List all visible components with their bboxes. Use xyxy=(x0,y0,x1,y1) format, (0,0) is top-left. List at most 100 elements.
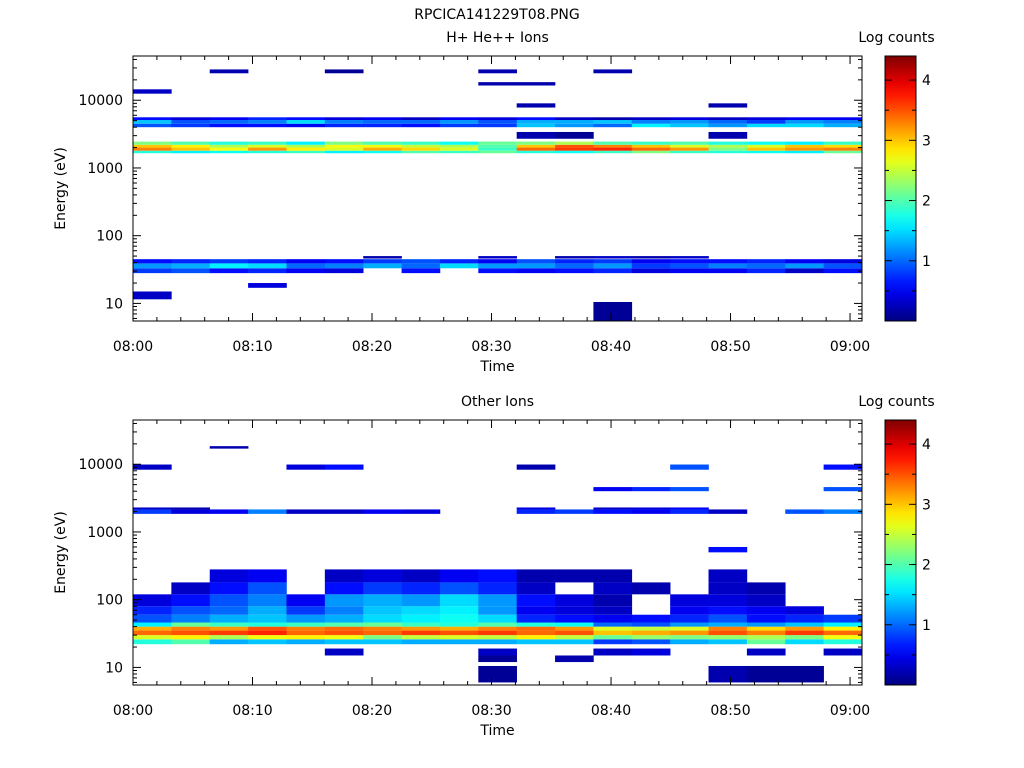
heat-cell xyxy=(746,648,786,656)
heat-cell xyxy=(133,639,172,645)
heat-cell xyxy=(286,117,326,121)
heat-cell xyxy=(439,263,479,269)
heat-cell xyxy=(171,626,211,631)
heat-cell xyxy=(746,120,786,124)
heat-cell xyxy=(670,120,709,124)
x-tick-label: 08:20 xyxy=(352,703,392,719)
heat-cell xyxy=(171,630,211,636)
heat-cell xyxy=(439,144,479,148)
heat-cell xyxy=(324,614,364,623)
heat-cell xyxy=(133,594,172,607)
heat-cell xyxy=(439,123,479,128)
heat-cell xyxy=(823,147,863,151)
x-tick-label: 09:00 xyxy=(830,703,870,719)
heat-cell xyxy=(708,622,748,627)
y-axis: 10 100 1000 10000 Energy (eV) xyxy=(53,422,862,683)
heat-cell xyxy=(631,622,671,627)
heat-cell xyxy=(823,487,863,492)
heat-cell xyxy=(171,150,211,154)
heat-cell xyxy=(133,144,172,148)
heat-cell xyxy=(631,582,671,595)
heat-cell xyxy=(133,622,172,627)
heat-cell xyxy=(631,648,671,656)
heat-cell xyxy=(555,594,594,607)
heat-cell xyxy=(823,509,863,514)
heat-cell xyxy=(133,635,172,640)
heat-cell xyxy=(439,582,479,595)
heat-cell xyxy=(248,630,287,636)
heat-cell xyxy=(516,144,556,148)
heat-cell xyxy=(363,606,402,615)
heat-cell xyxy=(516,507,556,510)
heat-cell xyxy=(478,630,517,636)
heat-cell xyxy=(439,626,479,631)
heat-cell xyxy=(593,507,633,510)
heat-cell xyxy=(324,123,364,128)
heat-cell xyxy=(248,123,287,128)
heat-cell xyxy=(516,626,556,631)
heat-cell xyxy=(478,117,517,121)
heat-cell xyxy=(670,630,709,636)
heat-cell xyxy=(670,614,709,623)
heat-cell xyxy=(823,630,863,636)
heat-cell xyxy=(785,622,824,627)
heat-cell xyxy=(171,614,211,623)
heat-cell xyxy=(746,639,786,645)
heat-cell xyxy=(823,268,863,274)
heat-cell xyxy=(286,606,326,615)
heat-cell xyxy=(593,268,633,274)
heat-cell xyxy=(631,141,671,145)
heat-cell xyxy=(286,626,326,631)
heat-cell xyxy=(133,89,172,94)
heat-cell xyxy=(401,594,441,607)
heat-cell xyxy=(516,569,556,583)
heat-cell xyxy=(363,147,402,151)
heat-cell xyxy=(478,635,517,640)
heat-cell xyxy=(133,150,172,154)
heat-cell xyxy=(439,150,479,154)
heat-cell xyxy=(670,635,709,640)
heat-cell xyxy=(363,622,402,627)
heat-cell xyxy=(363,582,402,595)
heat-cell xyxy=(516,117,556,121)
heat-cell xyxy=(133,263,172,269)
heat-cell xyxy=(324,263,364,269)
heat-cell xyxy=(401,120,441,124)
heat-cell xyxy=(670,259,709,264)
heat-cell xyxy=(439,594,479,607)
heat-cell xyxy=(785,509,824,514)
x-tick-label: 08:10 xyxy=(232,339,272,355)
heat-cell xyxy=(555,141,594,145)
heat-cell xyxy=(555,123,594,128)
heat-cell xyxy=(286,120,326,124)
heat-cell xyxy=(171,606,211,615)
heat-cell xyxy=(823,464,863,470)
heat-cell xyxy=(516,120,556,124)
heat-cell xyxy=(478,69,517,74)
heat-cell xyxy=(363,639,402,645)
heat-cell xyxy=(593,639,633,645)
heat-cell xyxy=(363,256,402,259)
heat-cell xyxy=(171,594,211,607)
y-tick-label: 1000 xyxy=(87,525,123,541)
heat-cell xyxy=(708,594,748,607)
heat-cell xyxy=(516,582,556,595)
heat-cell xyxy=(746,268,786,274)
heat-cell xyxy=(593,144,633,148)
heat-cell xyxy=(209,268,249,274)
heat-cell xyxy=(248,635,287,640)
heat-cell xyxy=(785,259,824,264)
heat-cell xyxy=(631,147,671,151)
heat-cell xyxy=(171,582,211,595)
heat-cell xyxy=(593,626,633,631)
heat-cell xyxy=(209,123,249,128)
heat-cell xyxy=(785,120,824,124)
heat-cell xyxy=(401,268,441,274)
heat-cell xyxy=(286,263,326,269)
heat-cell xyxy=(593,635,633,640)
heat-cell xyxy=(516,509,556,514)
x-tick-label: 08:50 xyxy=(710,703,750,719)
heat-cell xyxy=(555,655,594,663)
heat-cell xyxy=(133,626,172,631)
heat-cell xyxy=(785,268,824,274)
